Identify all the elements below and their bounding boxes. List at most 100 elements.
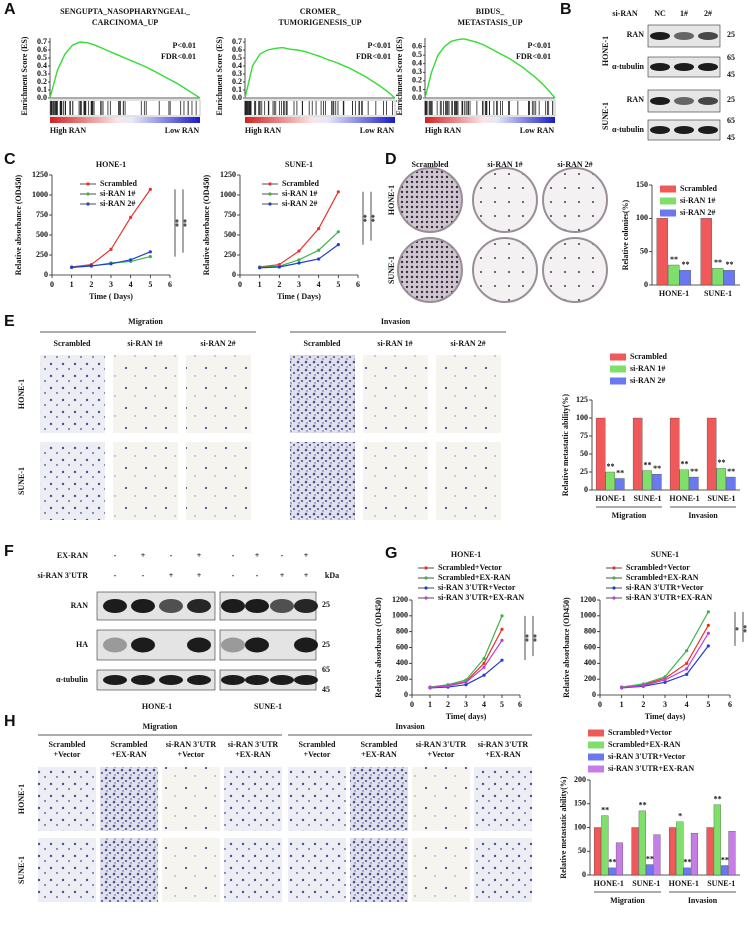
legend-label: si-RAN 3'UTR+EX-RAN (608, 764, 694, 773)
bar (679, 469, 689, 491)
stat-label: P<0.01 (368, 41, 391, 50)
micrograph (288, 838, 346, 902)
stat-label: P<0.01 (528, 41, 551, 50)
column-label: Scrambled (54, 339, 91, 348)
stat-label: P<0.01 (173, 41, 196, 50)
x-tick-label: 5 (706, 700, 710, 709)
legend-marker (86, 182, 90, 186)
y-tick-label: 50 (578, 846, 586, 855)
row-label: HONE-1 (387, 185, 396, 215)
micrograph (436, 442, 501, 520)
column-label: si-RAN 3'UTR (478, 740, 529, 749)
point (317, 227, 321, 231)
x-tick-label: 3 (663, 700, 667, 709)
point (685, 649, 689, 653)
point (706, 623, 710, 627)
y-tick-label: 500 (224, 230, 236, 239)
kda-marker: 25 (727, 30, 735, 39)
kda-marker: 25 (322, 640, 330, 649)
blot-band (650, 32, 670, 40)
bar (631, 827, 639, 876)
blot-band (294, 599, 318, 613)
significance: ** (646, 854, 654, 863)
y-tick-label: 125 (576, 395, 588, 404)
y-axis-label: Enrichment Score (ES) (20, 36, 29, 115)
micrograph (40, 442, 105, 520)
blot-band (221, 637, 245, 653)
micrograph (474, 767, 532, 831)
bar (632, 417, 643, 491)
point (685, 667, 689, 671)
significance: ** (616, 468, 624, 477)
legend-marker (268, 202, 272, 206)
condition-sign: - (114, 571, 117, 580)
blot-band (650, 63, 670, 71)
rank-gradient (425, 117, 555, 123)
bar (679, 270, 691, 286)
point (129, 258, 133, 262)
colony-dish (542, 167, 608, 233)
y-axis-label: Relative absorbance (OD450) (374, 597, 383, 698)
kda-marker: 65 (727, 53, 735, 62)
y-tick-label: 0.3 (232, 69, 242, 78)
y-tick-label: 0 (584, 485, 588, 494)
legend-swatch (660, 209, 676, 217)
x-tick-label: SUNE-1 (704, 289, 732, 298)
point (277, 265, 281, 269)
legend-swatch (610, 377, 626, 385)
bar (642, 470, 652, 491)
x-label: Low RAN (165, 126, 200, 135)
blot-band (131, 599, 155, 613)
column-label: si-RAN 3'UTR (166, 740, 217, 749)
cell-label: SUNE-1 (601, 102, 610, 130)
bar (721, 865, 729, 876)
y-tick-label: 0.0 (37, 93, 47, 102)
y-tick-label: 0.6 (412, 41, 422, 50)
micrograph (290, 442, 355, 520)
micrograph (474, 838, 532, 902)
significance: ** (532, 634, 541, 642)
condition-sign: - (281, 551, 284, 560)
x-tick-label: 4 (129, 280, 133, 289)
point (482, 656, 486, 661)
legend-label: si-RAN 2# (630, 376, 665, 385)
micrograph (113, 442, 178, 520)
point (129, 215, 133, 219)
y-tick-label: 750 (224, 210, 236, 219)
condition-sign: + (169, 571, 174, 580)
point (500, 658, 504, 662)
bar (646, 864, 654, 876)
y-tick-label: 0.2 (412, 76, 422, 85)
point (148, 250, 152, 254)
bar (595, 417, 606, 491)
bar (605, 471, 615, 491)
point (297, 249, 301, 253)
chart-title: SUNE-1 (285, 160, 313, 169)
point (258, 266, 262, 270)
kda-marker: 45 (727, 133, 735, 142)
cell-label: HONE-1 (142, 702, 172, 711)
x-tick-label: 1 (258, 280, 262, 289)
y-tick-label: 50 (640, 246, 648, 255)
x-label: High RAN (245, 126, 281, 135)
y-tick-label: 150 (574, 799, 586, 808)
blot (96, 669, 216, 691)
bar (656, 218, 668, 286)
y-tick-label: 0 (582, 870, 586, 879)
micrograph (412, 838, 470, 902)
legend-swatch (588, 729, 604, 737)
legend-label: Scrambled+Vector (626, 563, 690, 572)
blot-band (674, 126, 694, 134)
row-label: HONE-1 (17, 379, 26, 409)
group-header: Invasion (395, 722, 425, 731)
significance: ** (725, 260, 733, 269)
legend-label: Scrambled (282, 179, 319, 188)
y-tick-label: 0.4 (412, 59, 422, 68)
group-label: Migration (612, 511, 647, 520)
point (500, 627, 504, 631)
rank-gradient (245, 117, 395, 123)
micrograph (186, 442, 251, 520)
point (663, 678, 667, 682)
micrograph (38, 767, 96, 831)
point (706, 644, 710, 648)
